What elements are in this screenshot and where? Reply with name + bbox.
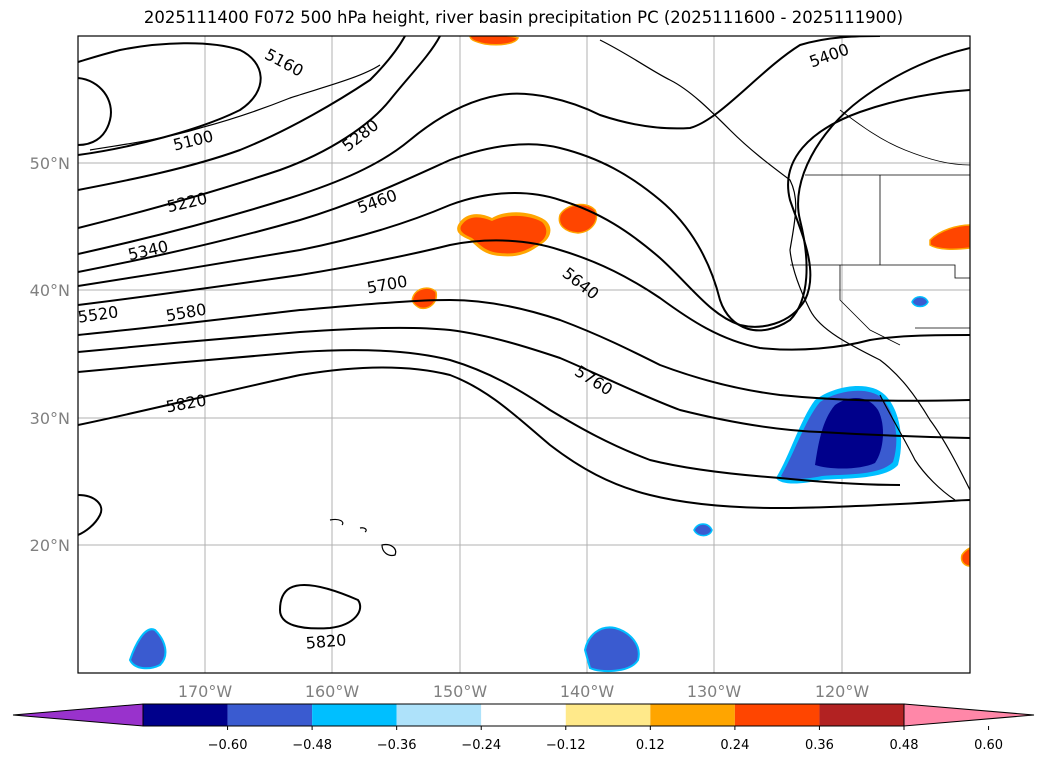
colorbar-segment [312,704,397,726]
longitude-labels: 170°W 160°W 150°W 140°W 130°W 120°W [178,682,870,701]
colorbar-segment [396,704,482,726]
map-frame [77,35,971,674]
map-area: 5160 5100 5280 5220 5460 5340 5700 5640 … [77,35,971,674]
colorbar-tick-label: 0.60 [974,738,1003,753]
colorbar-frame [142,703,905,727]
lon-label: 150°W [433,682,488,701]
lat-label: 50°N [30,154,70,173]
contour-label: 5820 [305,630,347,652]
colorbar-segment [734,704,820,726]
map-title: 2025111400 F072 500 hPa height, river ba… [143,8,904,27]
colorbar-extend-high [903,703,1035,727]
map-background [78,36,970,673]
colorbar-segment [565,704,651,726]
gridlines [78,36,970,673]
colorbar-extend-low [12,703,144,727]
colorbar-segment [819,704,904,726]
colorbar: −0.60 −0.48 −0.36 −0.24 −0.12 0.12 0.24 0.36 0.4… [12,703,1035,753]
colorbar-tick-label: 0.12 [636,738,665,753]
lon-label: 120°W [815,682,870,701]
colorbar-tick-label: −0.60 [208,738,248,753]
colorbar-tick-label: −0.24 [461,738,501,753]
lon-label: 170°W [178,682,233,701]
colorbar-tick-label: −0.12 [546,738,586,753]
lon-label: 130°W [687,682,742,701]
lat-label: 30°N [30,409,70,428]
colorbar-segment [481,704,566,726]
colorbar-tick-label: −0.48 [292,738,332,753]
latitude-labels: 50°N 40°N 30°N 20°N [30,154,70,555]
lat-label: 20°N [30,536,70,555]
colorbar-tick-label: 0.36 [805,738,834,753]
colorbar-segment [143,704,228,726]
coastlines [89,39,970,557]
lat-label: 40°N [30,281,70,300]
colorbar-tick-label: 0.48 [890,738,919,753]
lon-label: 160°W [305,682,360,701]
lon-label: 140°W [560,682,615,701]
colorbar-tick-label: 0.24 [720,738,749,753]
colorbar-segment [650,704,735,726]
colorbar-segment [227,704,313,726]
colorbar-tick-label: −0.36 [377,738,417,753]
height-contours [78,36,970,630]
